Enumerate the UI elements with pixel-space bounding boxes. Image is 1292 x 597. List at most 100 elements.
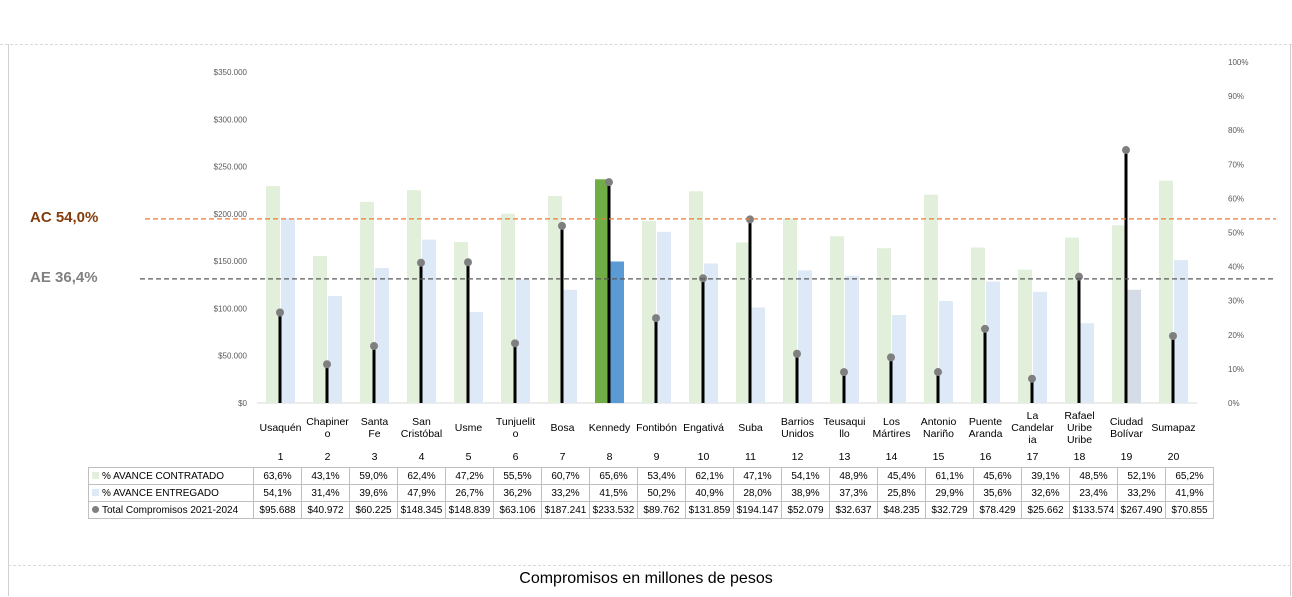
y-right-tick-label: 50% [1228, 229, 1244, 238]
legend-swatch [92, 472, 99, 480]
combo-chart: $0 $50.000 $100.000 $150.000 $200.000 $250.00… [140, 58, 1276, 408]
category-number: 12 [791, 451, 804, 463]
category-label: Kennedy [588, 422, 631, 434]
category-label: Santa Fe [360, 416, 389, 440]
table-cell: $70.855 [1165, 501, 1214, 519]
bar-entregado [939, 301, 953, 403]
category-label: Teusaqui llo [823, 416, 866, 440]
bar-entregado [657, 231, 671, 403]
table-cell: 63,6% [253, 467, 302, 485]
table-cell: 47,2% [445, 467, 494, 485]
bar-entregado [1080, 323, 1094, 403]
bar-contratado [266, 186, 280, 403]
table-cell: 29,9% [925, 484, 974, 502]
category-label: Tunjuelit o [495, 416, 536, 440]
bar-contratado [501, 213, 515, 403]
chart-frame [8, 44, 1291, 596]
category-number: 13 [838, 451, 851, 463]
table-cell: 45,6% [973, 467, 1022, 485]
y-right-tick-label: 90% [1228, 92, 1244, 101]
total-marker [276, 308, 284, 317]
category-number: 17 [1026, 451, 1039, 463]
table-cell: 47,1% [733, 467, 782, 485]
category-number: 5 [465, 451, 472, 463]
table-cell: $148.345 [397, 501, 446, 519]
table-cell: $32.729 [925, 501, 974, 519]
bar-entregado [610, 261, 624, 403]
table-cell: $95.688 [253, 501, 302, 519]
total-marker [1169, 331, 1177, 340]
bar-entregado [281, 218, 295, 403]
table-cell: 62,4% [397, 467, 446, 485]
bar-entregado [516, 279, 530, 403]
total-marker [934, 368, 942, 377]
bar-entregado [1033, 291, 1047, 403]
table-cell: $187.241 [541, 501, 590, 519]
y-right-tick-label: 40% [1228, 263, 1244, 272]
total-marker [511, 339, 519, 348]
bar-entregado [469, 311, 483, 403]
category-label: Fontibón [636, 422, 677, 434]
table-cell: 54,1% [781, 467, 830, 485]
bar-contratado [407, 190, 421, 403]
category-number: 3 [371, 451, 378, 463]
category-label: Sumapaz [1151, 422, 1196, 434]
table-cell: $25.662 [1021, 501, 1070, 519]
y-left-tick-label: $250.000 [214, 163, 248, 172]
table-cell: 39,6% [349, 484, 398, 502]
bar-entregado [563, 289, 577, 403]
total-marker [605, 178, 613, 187]
table-cell: 35,6% [973, 484, 1022, 502]
bar-contratado [454, 242, 468, 403]
category-label: Ciudad Bolívar [1109, 416, 1144, 440]
bar-entregado [986, 281, 1000, 403]
category-label: Engativá [683, 422, 724, 434]
category-label: Los Mártires [872, 416, 911, 440]
bar-contratado [689, 191, 703, 403]
y-right-tick-label: 100% [1228, 58, 1248, 67]
bar-entregado [375, 267, 389, 403]
table-cell: 45,4% [877, 467, 926, 485]
bar-contratado [642, 220, 656, 403]
legend-swatch [92, 489, 99, 497]
category-number: 8 [606, 451, 613, 463]
category-number: 4 [418, 451, 425, 463]
table-cell: $48.235 [877, 501, 926, 519]
table-cell: 39,1% [1021, 467, 1070, 485]
bar-contratado [313, 256, 327, 403]
table-row-label: % AVANCE CONTRATADO [88, 467, 254, 485]
legend-swatch [92, 506, 99, 514]
total-marker [464, 258, 472, 267]
y-left-tick-label: $300.000 [214, 115, 248, 124]
total-marker [793, 349, 801, 358]
table-cell: 62,1% [685, 467, 734, 485]
y-right-tick-label: 20% [1228, 331, 1244, 340]
y-right-tick-label: 0% [1228, 399, 1240, 408]
category-label: Chapiner o [306, 416, 349, 440]
category-label: La Candelar ia [1011, 410, 1054, 446]
total-marker [887, 353, 895, 362]
category-label: Puente Aranda [968, 416, 1003, 440]
table-cell: 47,9% [397, 484, 446, 502]
category-label: Barrios Unidos [780, 416, 815, 440]
category-label: Bosa [550, 422, 575, 434]
category-number: 20 [1167, 451, 1180, 463]
table-row: % AVANCE CONTRATADO 63,6% 43,1% 59,0% 62,4% 4… [88, 467, 1214, 485]
table-cell: 37,3% [829, 484, 878, 502]
table-cell: $89.762 [637, 501, 686, 519]
bar-contratado [595, 179, 609, 403]
bar-contratado [548, 196, 562, 403]
category-number: 2 [324, 451, 331, 463]
y-left-tick-label: $50.000 [218, 352, 247, 361]
category-number: 15 [932, 451, 945, 463]
table-cell: 32,6% [1021, 484, 1070, 502]
y-right-tick-label: 60% [1228, 194, 1244, 203]
table-cell: $32.637 [829, 501, 878, 519]
bar-entregado [1174, 260, 1188, 403]
bar-contratado [1112, 225, 1126, 403]
table-cell: 61,1% [925, 467, 974, 485]
y-left-tick-label: $150.000 [214, 257, 248, 266]
table-row: % AVANCE ENTREGADO 54,1% 31,4% 39,6% 47,9% 26… [88, 484, 1214, 502]
table-cell: $233.532 [589, 501, 638, 519]
y-left-tick-label: $0 [238, 399, 247, 408]
